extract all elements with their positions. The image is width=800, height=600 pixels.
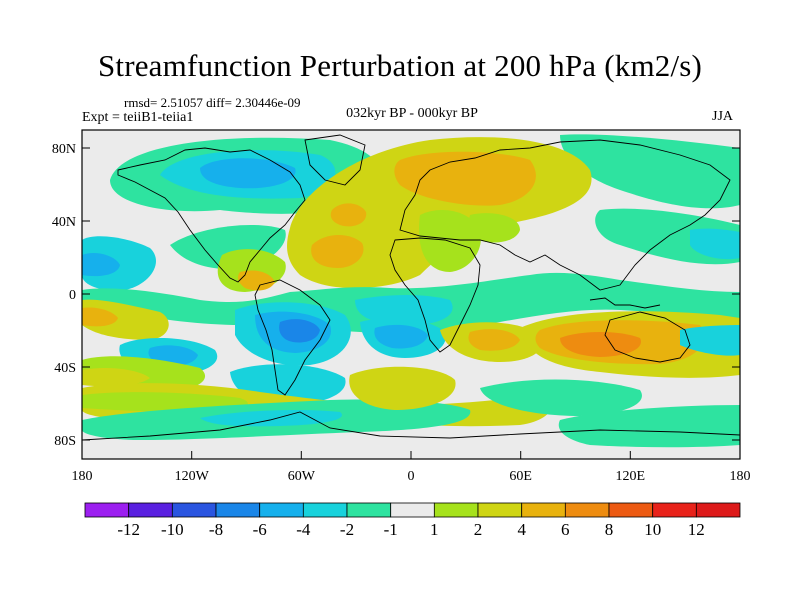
contour-field <box>82 130 740 459</box>
lat-label-40s: 40S <box>54 361 76 376</box>
colorbar-box-9 <box>433 502 479 518</box>
coastlines <box>82 134 740 441</box>
lat-label-80s: 80S <box>54 434 76 449</box>
lat-label-40n: 40N <box>52 215 76 230</box>
green-africa <box>419 210 481 272</box>
lat-label-0: 0 <box>69 288 76 303</box>
coast-africa <box>389 237 481 353</box>
rmsd-stat: rmsd= 2.51057 diff= 2.30446e-09 <box>124 95 301 110</box>
colorbar-label-4: -6 <box>253 520 267 539</box>
colorbar-box-8 <box>390 502 435 518</box>
cyan-tropics-central-east <box>355 295 453 325</box>
colorbar-label-9: 2 <box>474 520 483 539</box>
experiment-label: Expt = teiiB1-teiia1 <box>82 110 194 125</box>
yellow-south-pacific-midlat <box>82 367 150 387</box>
orange-southwest-pacific <box>82 307 118 327</box>
lon-label-120w: 120W <box>175 469 210 484</box>
colorbar-box-10 <box>477 502 523 518</box>
lat-label-80n: 80N <box>52 142 76 157</box>
longitude-labels: 180 120W 60W 0 60E 120E 180 <box>72 469 751 484</box>
cyan-west-pacific <box>82 236 156 291</box>
colorbar-labels: -12 -10 -8 -6 -4 -2 -1 1 2 4 6 8 10 12 <box>117 520 704 539</box>
colorbar-label-8: 1 <box>430 520 439 539</box>
colorbar-label-13: 10 <box>644 520 661 539</box>
blue-west-pacific <box>82 253 120 277</box>
cyan-far-east <box>690 228 740 260</box>
coast-australia <box>604 311 691 363</box>
green-siberia <box>560 134 740 209</box>
colorbar-box-1 <box>84 502 130 518</box>
blue-arctic-core <box>200 158 296 189</box>
lon-label-180e: 180 <box>730 469 751 484</box>
colorbar <box>84 502 741 518</box>
lon-label-120e: 120E <box>616 469 646 484</box>
coast-south-america <box>254 279 331 396</box>
orange-atlantic <box>311 234 364 268</box>
darkblue-south-america-core <box>279 319 320 343</box>
orange-europe <box>394 151 536 206</box>
colorbar-label-3: -8 <box>209 520 223 539</box>
colorbar-box-12 <box>564 502 610 518</box>
blue-antarctic-atlantic <box>200 410 342 427</box>
period-label: 032kyr BP - 000kyr BP <box>346 106 478 121</box>
green-eastern-europe <box>469 213 520 243</box>
coast-greenland <box>304 134 366 186</box>
colorbar-box-7 <box>346 502 392 518</box>
coast-north-america <box>117 147 306 283</box>
colorbar-box-4 <box>215 502 261 518</box>
colorbar-label-2: -10 <box>161 520 184 539</box>
lon-label-60w: 60W <box>288 469 316 484</box>
colorbar-box-15 <box>695 502 741 518</box>
colorbar-label-7: -1 <box>384 520 398 539</box>
coast-antarctica <box>82 411 740 441</box>
orange-mexico <box>237 270 275 291</box>
colorbar-box-5 <box>259 502 304 518</box>
cyan-antarctic-indian <box>480 379 642 416</box>
colorbar-box-2 <box>128 502 173 518</box>
yellow-south-atlantic-high <box>349 366 456 410</box>
map-title: Streamfunction Perturbation at 200 hPa (… <box>97 48 703 83</box>
colorbar-box-3 <box>171 502 217 518</box>
colorbar-label-6: -2 <box>340 520 354 539</box>
blue-south-atlantic <box>374 324 428 349</box>
darkorange-australia-core <box>560 332 641 357</box>
orange-south-indian <box>468 329 520 351</box>
colorbar-label-1: -12 <box>117 520 140 539</box>
colorbar-label-5: -4 <box>296 520 311 539</box>
lon-label-0: 0 <box>408 469 415 484</box>
colorbar-label-12: 8 <box>605 520 614 539</box>
colorbar-box-6 <box>302 502 348 518</box>
tick-marks <box>82 147 740 459</box>
cyan-antarctic-pacific <box>558 405 740 448</box>
orange-west-atlantic <box>330 203 367 227</box>
colorbar-label-10: 4 <box>517 520 526 539</box>
cyan-southeast-pacific <box>680 325 740 356</box>
colorbar-box-11 <box>521 502 566 518</box>
coast-indonesia <box>589 297 661 309</box>
colorbar-box-14 <box>652 502 697 518</box>
lon-label-60e: 60E <box>509 469 532 484</box>
colorbar-label-14: 12 <box>688 520 705 539</box>
latitude-labels: 80N 40N 0 40S 80S <box>52 142 76 449</box>
lon-label-180w: 180 <box>72 469 93 484</box>
season-label: JJA <box>712 109 734 124</box>
colorbar-label-11: 6 <box>561 520 570 539</box>
colorbar-box-13 <box>608 502 654 518</box>
coast-europe-asia <box>399 139 731 291</box>
